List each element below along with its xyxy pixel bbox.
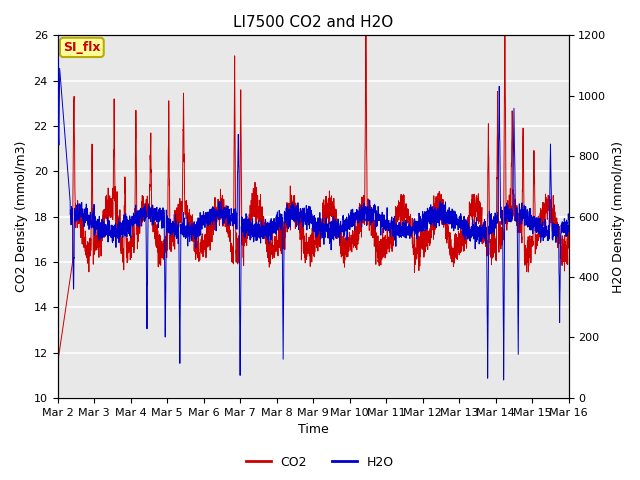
Text: SI_flx: SI_flx — [63, 41, 100, 54]
X-axis label: Time: Time — [298, 423, 328, 436]
Y-axis label: CO2 Density (mmol/m3): CO2 Density (mmol/m3) — [15, 141, 28, 292]
Legend: CO2, H2O: CO2, H2O — [241, 451, 399, 474]
Y-axis label: H2O Density (mmol/m3): H2O Density (mmol/m3) — [612, 141, 625, 293]
Title: LI7500 CO2 and H2O: LI7500 CO2 and H2O — [233, 15, 393, 30]
